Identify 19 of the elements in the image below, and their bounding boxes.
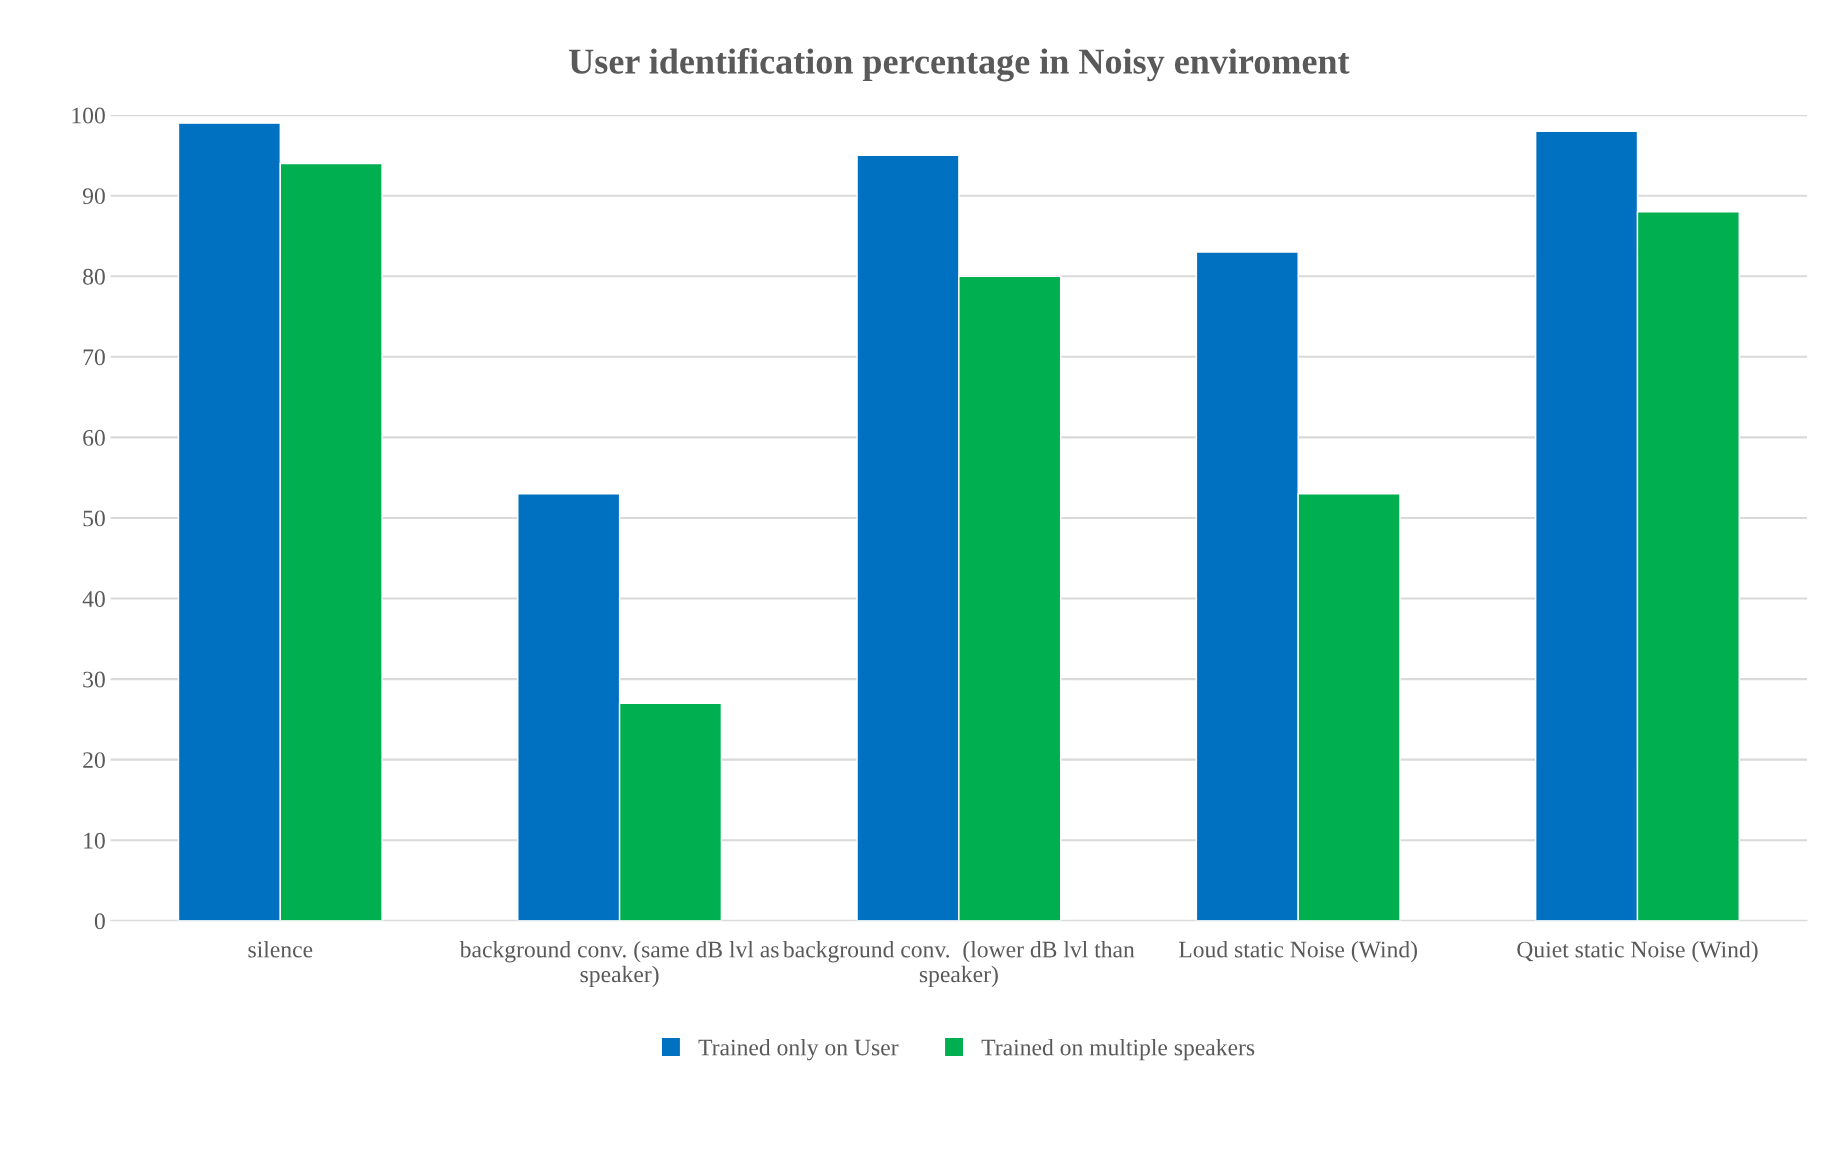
y-tick-label: 50	[83, 510, 105, 527]
x-tick-label: Loud static Noise (Wind)	[1179, 940, 1417, 963]
y-tick-label: 60	[83, 429, 105, 446]
y-tick-label: 30	[83, 671, 105, 688]
y-tick-label: 80	[83, 268, 105, 285]
y-tick-label: 20	[83, 752, 105, 769]
legend-label: Trained on multiple speakers	[981, 1038, 1255, 1061]
y-tick-label: 70	[83, 349, 105, 366]
y-tick-label: 0	[94, 913, 105, 930]
x-tick-label: Quiet static Noise (Wind)	[1517, 940, 1758, 963]
x-tick-label: silence	[248, 940, 313, 958]
legend-label: Trained only on User	[698, 1038, 899, 1061]
y-tick-label: 100	[72, 107, 105, 124]
y-tick-label: 10	[84, 832, 105, 849]
x-tick-label: background conv. (lower dB lvl than speaker)	[782, 940, 1135, 988]
chart-title: User identification percentage in Noisy enviroment	[569, 48, 1350, 82]
y-tick-label: 40	[82, 591, 105, 607]
y-tick-label: 90	[82, 188, 105, 205]
x-tick-label: background conv. (same dB lvl as speaker)	[459, 940, 779, 988]
